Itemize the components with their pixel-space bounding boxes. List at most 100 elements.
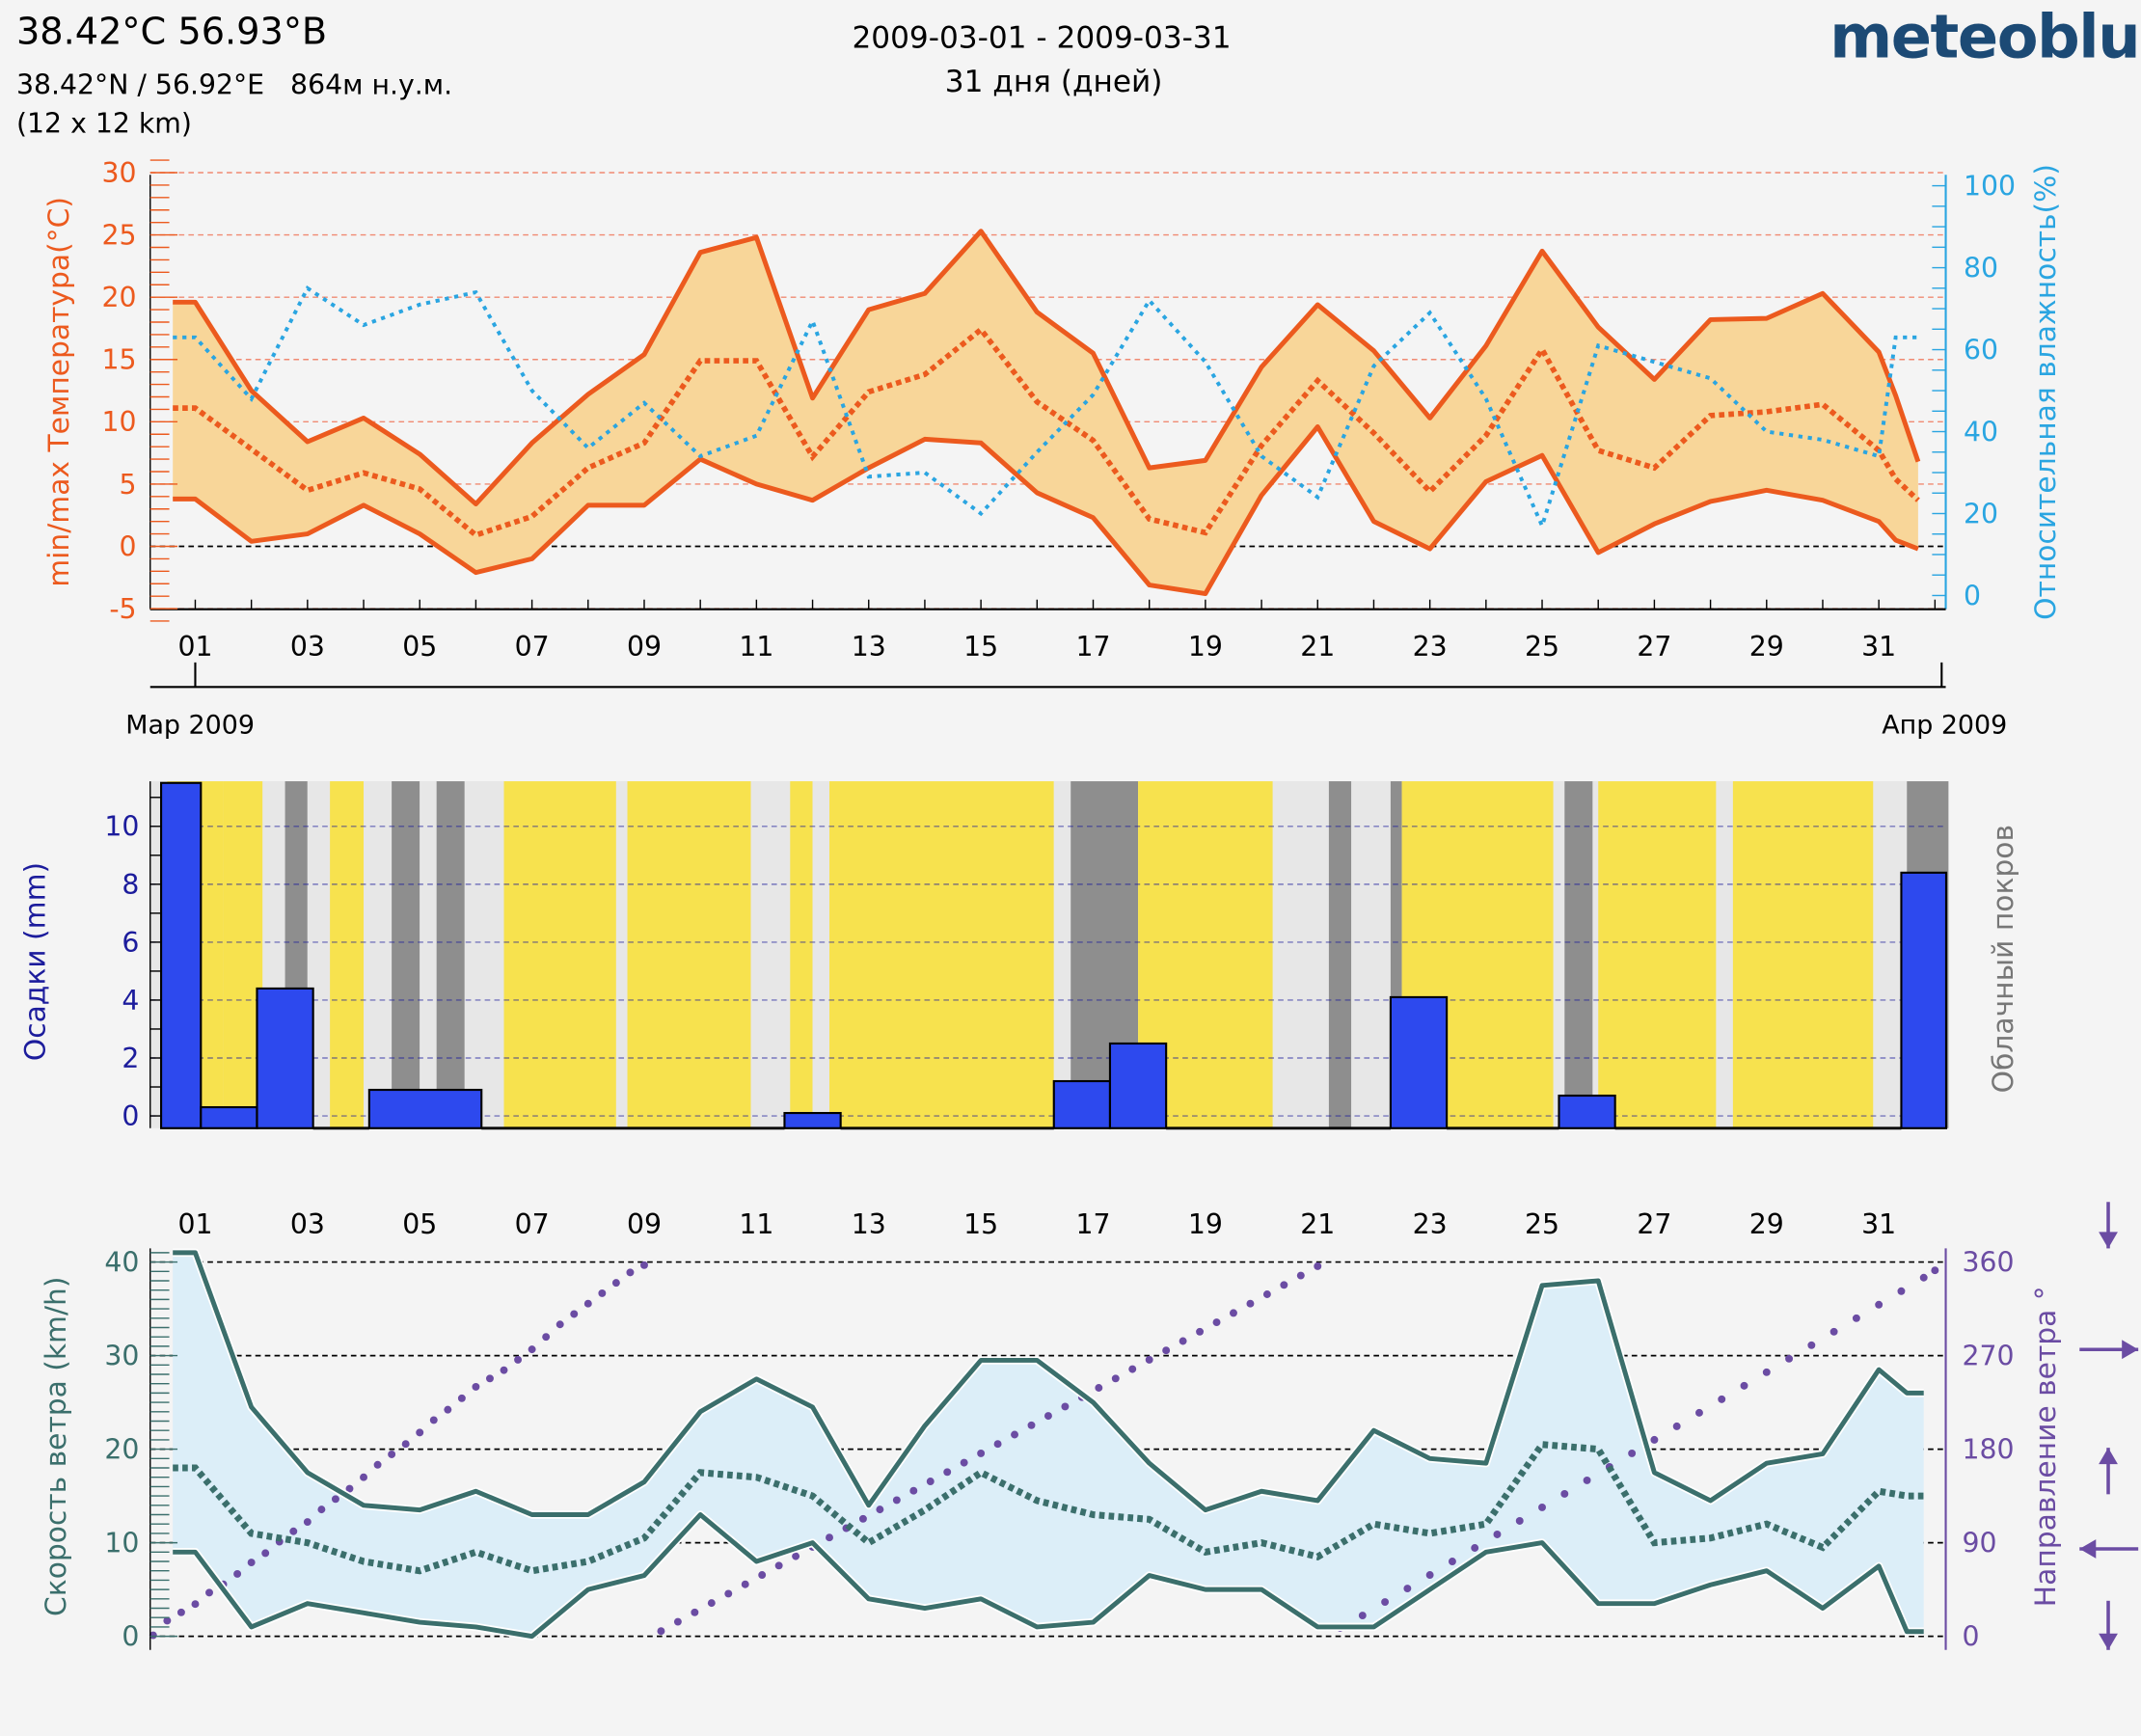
precip-bar — [1108, 1042, 1168, 1129]
wind-x-label: 31 — [1861, 1208, 1896, 1240]
grid-resolution: (12 x 12 km) — [15, 106, 192, 140]
wind-tick-label: 0 — [122, 1621, 139, 1653]
wind-direction-point — [1162, 1346, 1171, 1355]
month-end-label: Апр 2009 — [1882, 711, 2007, 741]
wind-direction-point — [1403, 1585, 1412, 1593]
wind-direction-point — [1650, 1435, 1659, 1444]
wind-direction-point — [176, 1608, 185, 1616]
wind-mean-line — [173, 1441, 1924, 1575]
temp-x-label: 11 — [739, 631, 773, 663]
precip-bar — [1052, 1079, 1112, 1129]
humidity-tick-label: 0 — [1964, 580, 1981, 611]
humidity-tick-label: 80 — [1964, 252, 1998, 284]
wind-tick-label: 20 — [104, 1434, 139, 1466]
temp-x-label: 05 — [402, 631, 437, 663]
wind-direction-point — [1425, 1571, 1434, 1579]
cloud-cover-band — [1351, 781, 1391, 1128]
temp-x-label: 31 — [1861, 631, 1896, 663]
elevation: 864м н.у.м. — [290, 68, 453, 101]
temp-tick-label: 5 — [120, 469, 137, 501]
wind-direction-point — [457, 1394, 466, 1402]
precip-bar — [1389, 995, 1449, 1129]
wind-x-label: 27 — [1637, 1208, 1671, 1240]
wind-direction-point — [1145, 1355, 1153, 1364]
wind-direction-point — [1212, 1318, 1221, 1327]
wind-direction-point — [640, 1261, 648, 1269]
cloud-cover-band — [750, 781, 791, 1128]
wind-direction-point — [303, 1518, 312, 1527]
wind-direction-point — [1740, 1381, 1748, 1390]
wind-direction-point — [707, 1599, 716, 1608]
cloud-axis-title: Облачный покров — [1987, 825, 2020, 1093]
temp-tick-label: 0 — [120, 530, 137, 562]
temp-tick-label: 30 — [102, 157, 137, 189]
wind-direction-point — [233, 1569, 242, 1578]
wind-direction-point — [1897, 1287, 1906, 1295]
wind-direction-point — [1296, 1271, 1305, 1280]
precip-tick-label: 0 — [122, 1100, 139, 1132]
wind-direction-point — [401, 1440, 410, 1449]
direction-tick-label: 360 — [1963, 1246, 2015, 1278]
wind-direction-point — [485, 1374, 494, 1383]
wind-direction-point — [1875, 1300, 1884, 1309]
arrow-head — [2099, 1448, 2118, 1465]
wind-direction-point — [444, 1405, 452, 1414]
wind-direction-point — [774, 1561, 783, 1570]
wind-direction-point — [191, 1600, 200, 1609]
wind-direction-point — [542, 1333, 551, 1342]
wind-direction-point — [261, 1549, 270, 1558]
humidity-tick-label: 40 — [1964, 416, 1998, 448]
arrow-head — [2122, 1340, 2139, 1360]
wind-direction-point — [472, 1382, 480, 1391]
wind-direction-point — [528, 1345, 536, 1354]
wind-direction-point — [416, 1428, 424, 1437]
wind-direction-point — [247, 1559, 256, 1567]
wind-direction-point — [1230, 1309, 1237, 1317]
direction-tick-label: 90 — [1963, 1528, 1997, 1560]
wind-direction-point — [373, 1460, 382, 1469]
wind-direction-point — [1128, 1365, 1137, 1373]
wind-x-label: 01 — [177, 1208, 212, 1240]
wind-x-label: 25 — [1525, 1208, 1559, 1240]
direction-tick-label: 0 — [1963, 1621, 1980, 1653]
temp-min-line — [173, 424, 1919, 597]
wind-direction-point — [205, 1588, 213, 1597]
wind-direction-point — [909, 1486, 918, 1495]
brand-logo: meteoblue — [1829, 2, 2141, 73]
wind-direction-point — [1043, 1412, 1052, 1421]
cloud-cover-band — [1328, 781, 1352, 1128]
cloud-cover-band — [812, 781, 830, 1128]
precip-bar — [200, 1105, 258, 1129]
wind-direction-point — [1583, 1476, 1591, 1484]
cloud-cover-band — [1732, 781, 1874, 1128]
temp-x-label: 09 — [627, 631, 662, 663]
cloud-cover-band — [1716, 781, 1733, 1128]
wind-direction-point — [289, 1527, 298, 1535]
wind-direction-point — [1807, 1341, 1816, 1349]
direction-tick-label: 270 — [1963, 1340, 2015, 1371]
arrow-head — [2099, 1232, 2118, 1249]
wind-direction-point — [611, 1279, 620, 1288]
wind-direction-point — [724, 1589, 733, 1598]
wind-direction-point — [1718, 1395, 1726, 1403]
wind-direction-point — [673, 1617, 682, 1626]
south-wind-icon — [2099, 1448, 2118, 1495]
wind-direction-point — [1314, 1261, 1322, 1270]
wind-chart: 01 03 05 07 09 11 13 15 17 19 21 23 25 27 29 31 0 10 20 30 4… — [40, 1202, 2139, 1653]
north-wind-icon — [2099, 1202, 2118, 1249]
wind-x-label: 09 — [627, 1208, 662, 1240]
wind-direction-point — [598, 1288, 607, 1297]
temp-tick-label: 20 — [102, 282, 137, 313]
direction-axis-title: Направление ветра ° — [2029, 1286, 2063, 1607]
arrow-head — [2079, 1539, 2097, 1559]
humidity-axis-title: Относительная влажность(%) — [2029, 164, 2063, 620]
wind-direction-point — [792, 1552, 800, 1560]
precip-tick-label: 10 — [104, 811, 139, 843]
temp-x-label: 21 — [1300, 631, 1335, 663]
wind-direction-point — [1931, 1266, 1939, 1275]
wind-range-band — [173, 1252, 1924, 1637]
wind-x-label: 19 — [1188, 1208, 1223, 1240]
wind-direction-point — [1196, 1327, 1205, 1336]
cloud-cover-band — [1272, 781, 1329, 1128]
